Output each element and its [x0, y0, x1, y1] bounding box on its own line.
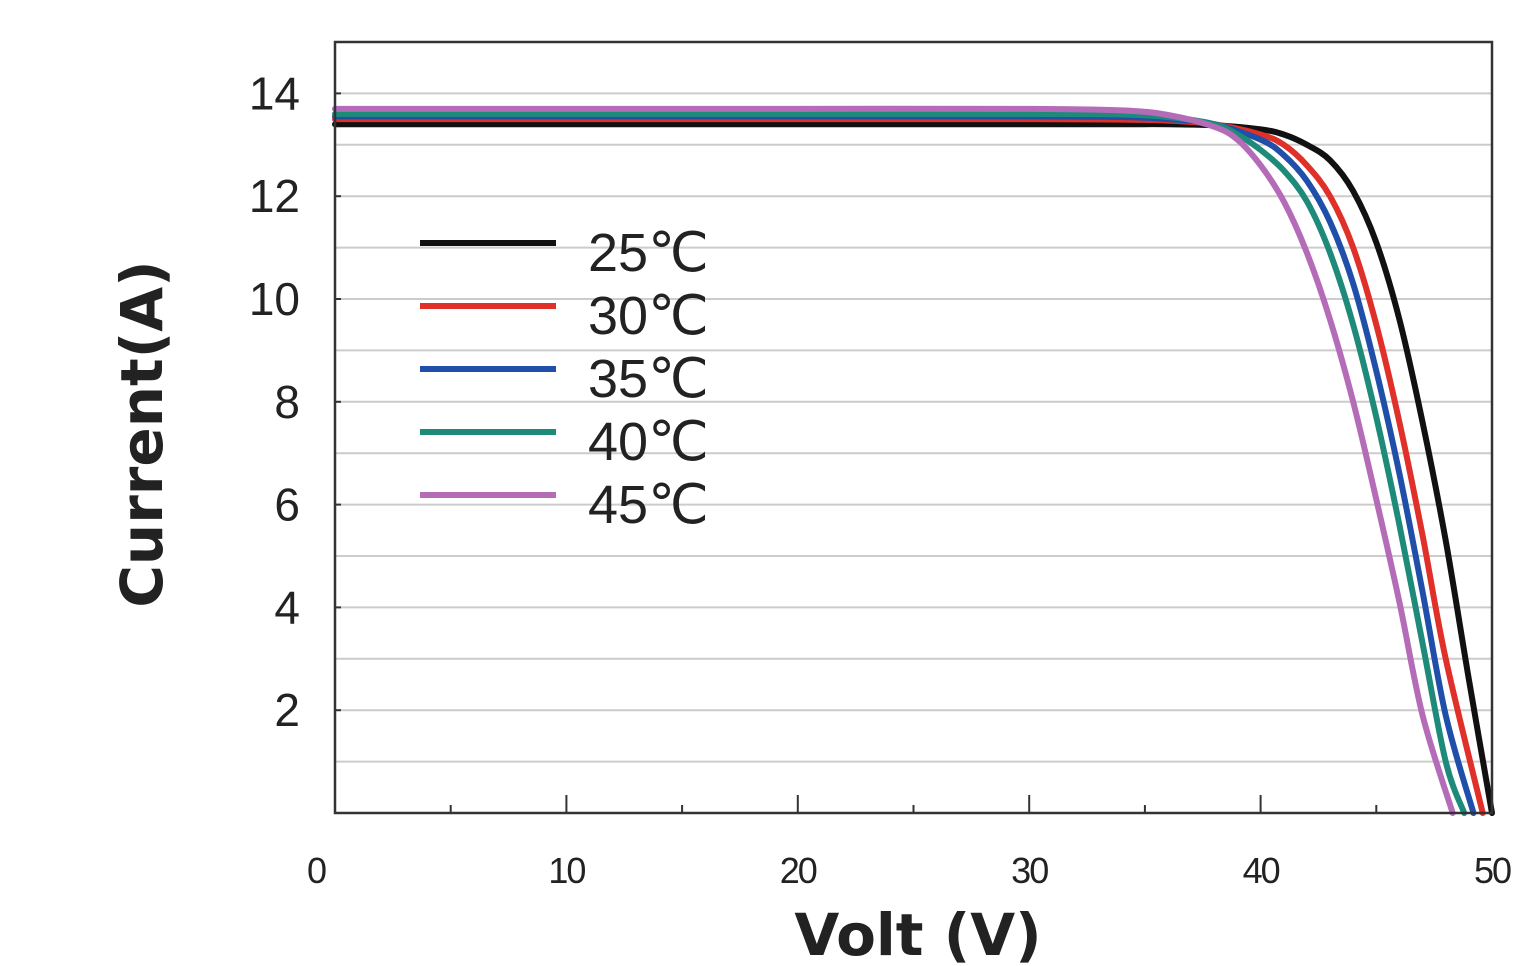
y-tick-label: 6 — [274, 479, 300, 531]
x-tick-label: 50 — [1474, 850, 1511, 891]
series-line — [332, 110, 1468, 816]
x-axis-title: Volt (V) — [794, 901, 1041, 966]
y-tick-label: 12 — [249, 170, 300, 222]
plot-frame — [333, 40, 1494, 815]
y-axis-title: Current(A) — [108, 260, 176, 607]
y-tick-label: 14 — [249, 67, 300, 119]
series-lines — [332, 105, 1495, 816]
x-tick-label: 0 — [307, 850, 326, 891]
legend-label: 40℃ — [588, 412, 709, 472]
x-tick-label: 10 — [548, 850, 585, 891]
series-line — [332, 113, 1477, 816]
legend-label: 35℃ — [588, 349, 709, 409]
x-tick-label: 20 — [780, 850, 817, 891]
series-line — [332, 121, 1495, 816]
axis-ticks — [335, 92, 1378, 813]
y-tick-label: 2 — [274, 684, 300, 736]
legend-label: 45℃ — [588, 475, 709, 535]
y-tick-label: 10 — [249, 273, 300, 325]
x-tick-label: 40 — [1243, 850, 1280, 891]
y-tick-label: 4 — [274, 581, 300, 633]
legend: 25℃30℃35℃40℃45℃ — [420, 223, 709, 535]
tick-labels: 0 10 20 30 40 50 2 4 6 8 10 12 14 — [249, 67, 1513, 891]
legend-label: 25℃ — [588, 223, 709, 283]
series-line — [332, 105, 1456, 816]
x-tick-label: 30 — [1011, 850, 1048, 891]
grid-lines — [335, 92, 1492, 763]
y-tick-label: 8 — [274, 376, 300, 428]
series-line — [332, 116, 1486, 816]
legend-label: 30℃ — [588, 286, 709, 346]
